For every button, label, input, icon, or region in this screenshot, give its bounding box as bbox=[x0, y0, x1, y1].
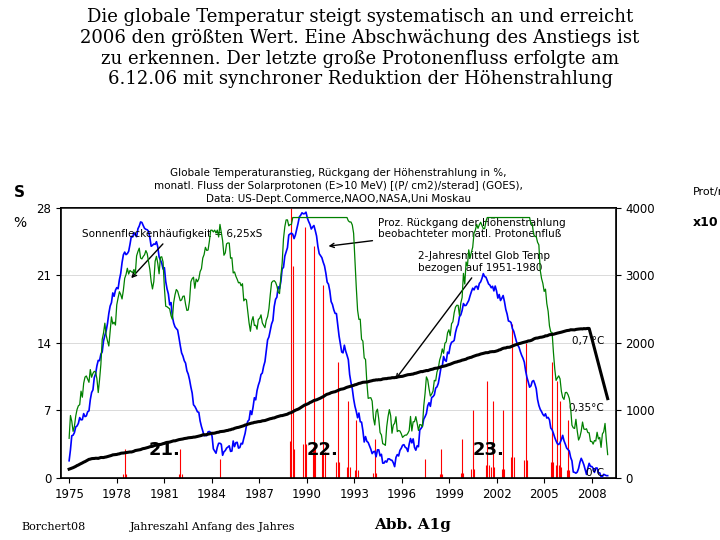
Text: Proz. Rückgang der Höhenstrahlung
beobachteter monatl. Protonenfluß: Proz. Rückgang der Höhenstrahlung beobac… bbox=[330, 218, 566, 247]
Text: Sonnenfleckenhäufigkeit = 6,25xS: Sonnenfleckenhäufigkeit = 6,25xS bbox=[82, 229, 262, 277]
Text: 22.: 22. bbox=[307, 441, 338, 458]
Text: Jahreszahl Anfang des Jahres: Jahreszahl Anfang des Jahres bbox=[130, 522, 295, 532]
Title: Globale Temperaturanstieg, Rückgang der Höhenstrahlung in %,
monatl. Fluss der S: Globale Temperaturanstieg, Rückgang der … bbox=[154, 168, 523, 204]
Text: x10´6: x10´6 bbox=[693, 216, 720, 229]
Text: 23.: 23. bbox=[473, 441, 505, 458]
Text: 0,35°C: 0,35°C bbox=[569, 402, 605, 413]
Text: Die globale Temperatur steigt systematisch an und erreicht
2006 den größten Wert: Die globale Temperatur steigt systematis… bbox=[81, 8, 639, 89]
Text: 0°C: 0°C bbox=[585, 468, 605, 478]
Text: %: % bbox=[13, 216, 26, 230]
Text: Prot/mo: Prot/mo bbox=[693, 187, 720, 197]
Text: Borchert08: Borchert08 bbox=[22, 522, 86, 532]
Text: S: S bbox=[14, 185, 25, 200]
Text: 0,7 °C: 0,7 °C bbox=[572, 336, 605, 346]
Text: Abb. A1g: Abb. A1g bbox=[374, 518, 451, 532]
Text: 21.: 21. bbox=[148, 441, 180, 458]
Text: 2-Jahresmittel Glob Temp
bezogen auf 1951-1980: 2-Jahresmittel Glob Temp bezogen auf 195… bbox=[397, 251, 549, 378]
